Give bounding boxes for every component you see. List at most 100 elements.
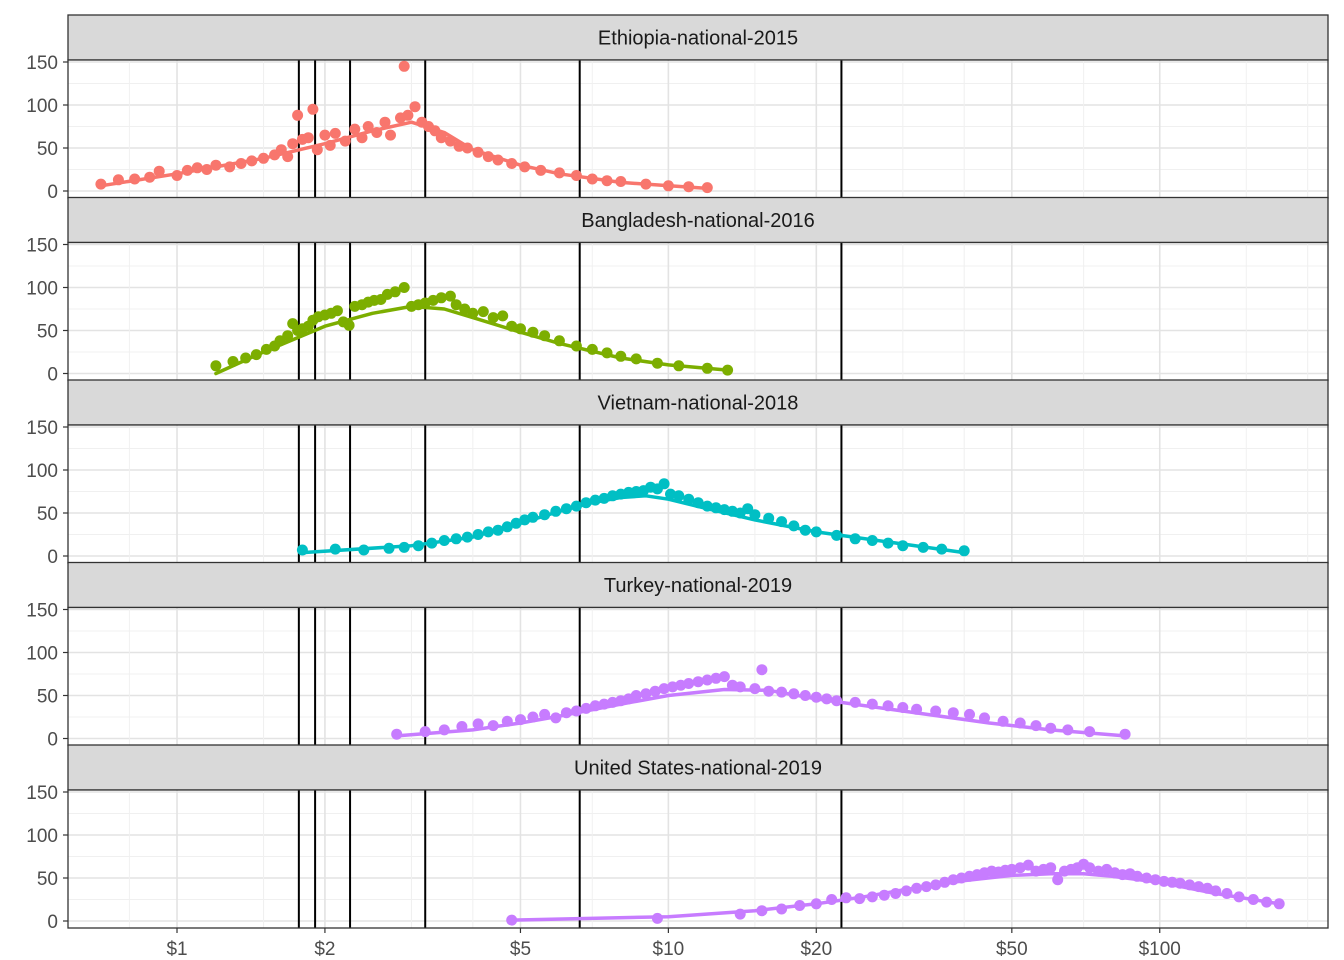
data-point	[240, 352, 252, 364]
data-point	[849, 533, 861, 545]
data-point	[936, 543, 948, 555]
data-point	[487, 312, 499, 324]
data-point	[649, 685, 661, 697]
data-point	[586, 343, 598, 355]
data-point	[250, 349, 262, 361]
data-point	[630, 690, 642, 701]
y-tick-label: 150	[26, 53, 58, 74]
data-point	[391, 728, 403, 740]
data-point	[515, 714, 526, 726]
data-point	[227, 356, 239, 367]
y-tick-label: 100	[26, 461, 58, 482]
data-point	[258, 152, 269, 164]
data-point	[450, 533, 462, 545]
data-point	[560, 503, 572, 515]
data-point	[673, 360, 685, 372]
data-point	[701, 500, 713, 512]
data-point	[1233, 891, 1245, 903]
data-point	[930, 879, 942, 891]
data-point	[282, 151, 294, 163]
data-point	[201, 164, 213, 175]
data-point	[246, 155, 258, 167]
y-tick-label: 0	[47, 730, 58, 751]
plot-area	[68, 790, 1328, 928]
data-point	[539, 708, 551, 720]
data-point	[311, 144, 323, 156]
data-point	[882, 537, 894, 549]
data-point	[550, 505, 562, 517]
data-point	[964, 708, 975, 720]
y-tick-label: 100	[26, 826, 58, 847]
data-point	[497, 310, 509, 322]
data-point	[1184, 879, 1196, 891]
data-point	[535, 164, 547, 176]
x-tick-label: $100	[1139, 939, 1181, 960]
data-point	[1092, 865, 1104, 877]
data-point	[658, 683, 670, 695]
data-point	[519, 161, 531, 173]
facet-label: United States-national-2019	[574, 758, 822, 780]
data-point	[683, 493, 695, 505]
data-point	[979, 712, 990, 724]
y-tick-label: 150	[26, 601, 58, 622]
facet-strip	[67, 561, 1329, 609]
data-point	[235, 158, 247, 169]
data-point	[586, 173, 598, 185]
facet-label: Ethiopia-national-2015	[598, 28, 798, 50]
data-point	[379, 116, 391, 128]
data-point	[799, 524, 811, 536]
data-point	[947, 707, 959, 719]
y-tick-label: 0	[47, 365, 58, 386]
data-point	[550, 712, 562, 724]
data-point	[112, 174, 124, 186]
data-point	[640, 178, 652, 190]
data-point	[900, 885, 912, 897]
data-point	[553, 167, 565, 179]
data-point	[607, 490, 619, 502]
facet-panel-4: United States-national-2019 0 50 100 150 $1 $2…	[26, 744, 1329, 960]
data-point	[482, 151, 494, 163]
data-point	[171, 170, 183, 181]
data-point	[438, 535, 450, 546]
data-point	[510, 517, 522, 529]
data-point	[210, 159, 222, 171]
data-point	[911, 882, 923, 894]
facet-strip	[67, 379, 1329, 426]
data-point	[742, 503, 754, 515]
data-point	[482, 526, 494, 538]
data-point	[426, 537, 438, 549]
x-tick-label: $2	[314, 939, 335, 960]
data-point	[539, 330, 551, 342]
data-point	[560, 707, 572, 719]
data-point	[1141, 872, 1152, 884]
data-point	[897, 702, 909, 713]
data-point	[144, 171, 156, 183]
data-point	[651, 912, 663, 924]
data-point	[492, 524, 504, 536]
data-point	[788, 520, 800, 532]
data-point	[607, 696, 619, 708]
data-point	[866, 535, 878, 546]
data-point	[701, 362, 713, 374]
data-point	[763, 512, 775, 524]
data-point	[598, 492, 610, 504]
data-point	[810, 898, 822, 910]
data-point	[866, 891, 878, 903]
facet-label: Vietnam-national-2018	[598, 393, 799, 415]
data-point	[472, 718, 484, 730]
data-point	[292, 109, 304, 121]
data-point	[349, 123, 361, 135]
data-point	[683, 181, 695, 193]
data-point	[210, 360, 222, 372]
data-point	[324, 139, 336, 151]
data-point	[1158, 875, 1170, 887]
data-point	[734, 681, 746, 693]
data-point	[1084, 862, 1096, 874]
data-point	[282, 330, 294, 342]
data-point	[287, 138, 299, 150]
data-point	[776, 686, 788, 698]
data-point	[580, 497, 592, 509]
data-point	[882, 700, 894, 712]
data-point	[788, 688, 800, 700]
